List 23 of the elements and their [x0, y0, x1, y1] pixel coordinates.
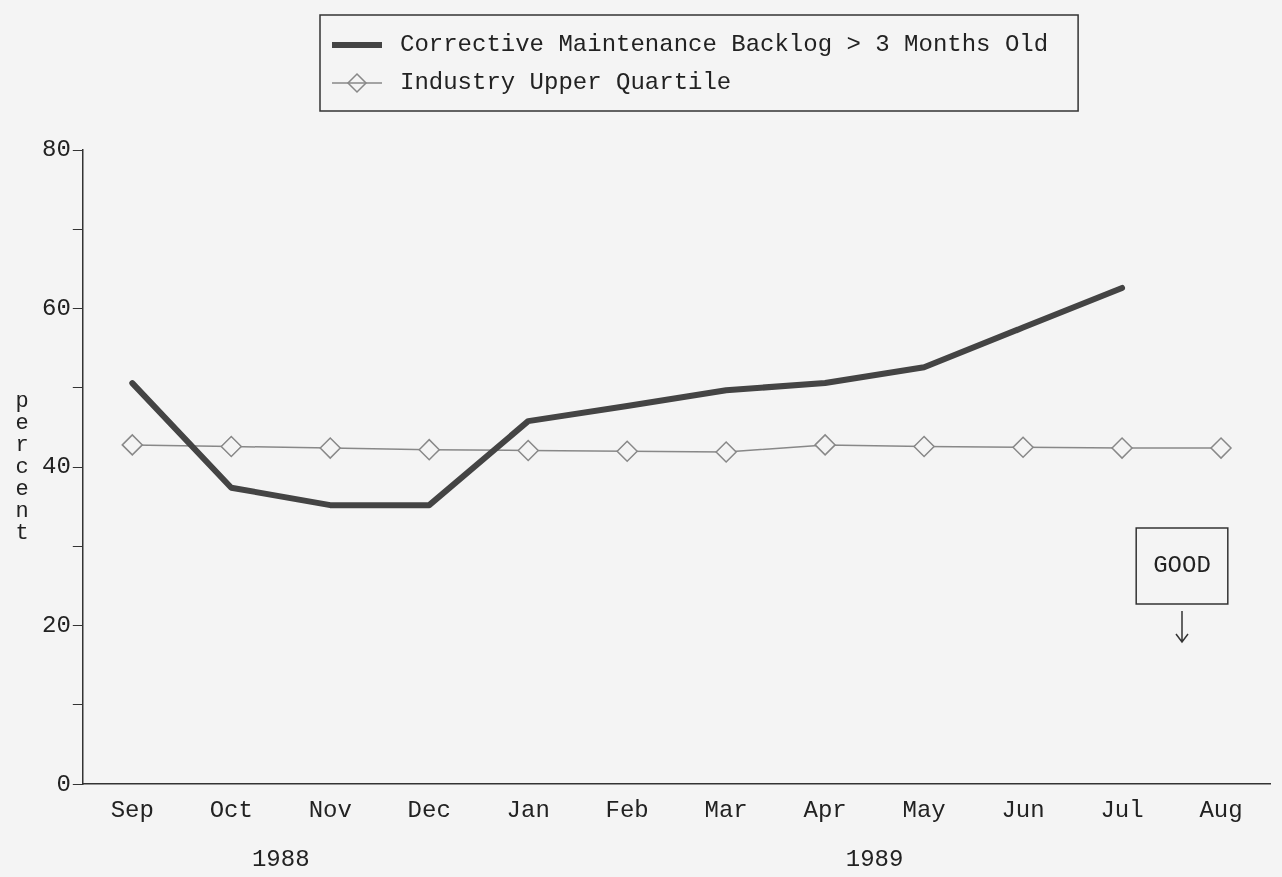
- x-tick-label: Oct: [209, 796, 253, 824]
- x-tick-label: Apr: [803, 796, 847, 824]
- x-tick-label: Jul: [1100, 796, 1144, 824]
- x-tick-label: Aug: [1199, 796, 1243, 824]
- x-tick-label: Sep: [110, 796, 154, 824]
- x-tick-label: Mar: [704, 796, 748, 824]
- y-tick-label: 0: [56, 770, 71, 798]
- x-tick-label: Jun: [1001, 796, 1045, 824]
- text: 1989: [845, 845, 904, 873]
- y-tick-label: 80: [41, 136, 71, 164]
- legend-label: Industry Upper Quartile: [400, 69, 732, 97]
- x-tick-label: Nov: [308, 796, 352, 824]
- y-tick-label: 60: [41, 294, 71, 322]
- y-tick-label: 40: [41, 453, 71, 481]
- x-tick-label: Dec: [407, 796, 451, 824]
- x-tick-label: May: [902, 796, 946, 824]
- y-tick-label: 20: [41, 612, 71, 640]
- x-tick-label: Jan: [506, 796, 550, 824]
- legend-label: Corrective Maintenance Backlog > 3 Months Old: [400, 31, 1049, 59]
- y-axis-title: percent: [15, 388, 29, 546]
- annotation: GOOD: [1153, 552, 1211, 580]
- text: 1988: [251, 845, 310, 873]
- x-tick-label: Feb: [605, 796, 649, 824]
